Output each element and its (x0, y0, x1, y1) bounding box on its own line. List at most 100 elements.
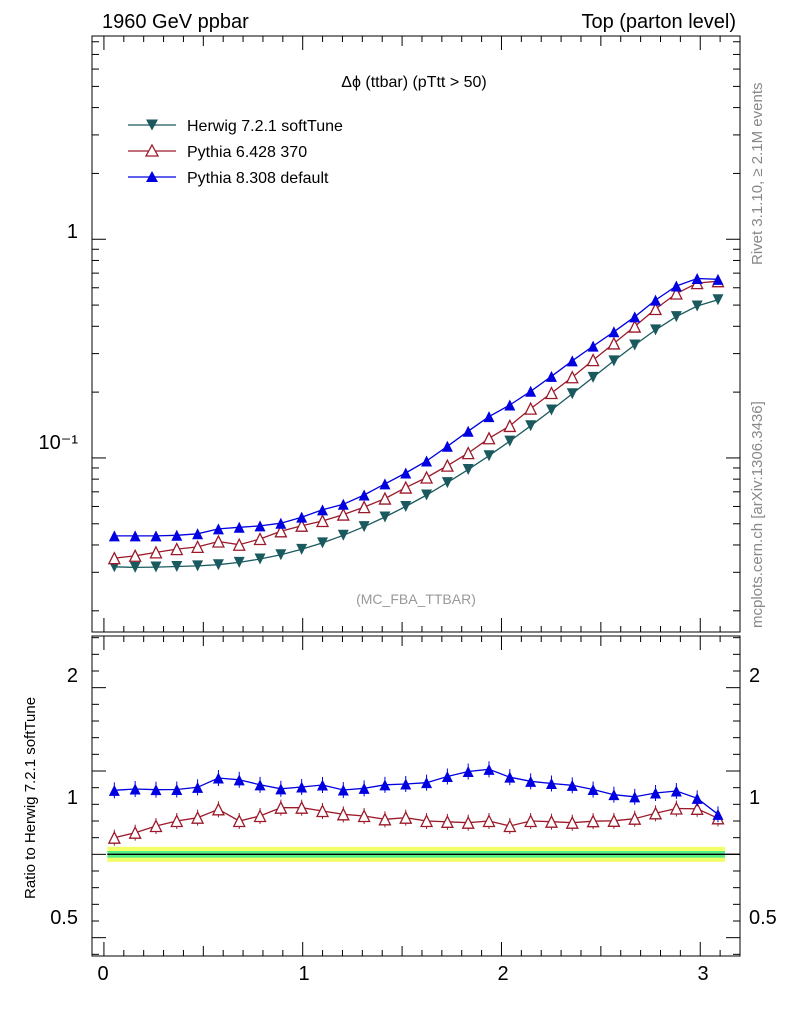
data-point-herwig (525, 420, 537, 432)
ratio-point-pythia6 (128, 825, 142, 839)
ratio-point-pythia6 (669, 801, 683, 815)
series-herwig (108, 294, 724, 573)
data-point-pythia8 (316, 504, 328, 516)
legend-entry-pythia8: Pythia 8.308 default (128, 170, 329, 187)
ratio-point-pythia8 (316, 779, 328, 791)
data-point-pythia6 (628, 319, 642, 333)
data-point-herwig (233, 556, 245, 568)
ratio-ylabel: Ratio to Herwig 7.2.1 softTune (22, 697, 39, 899)
ratio-point-pythia6 (482, 814, 496, 828)
data-point-herwig (150, 561, 162, 573)
data-point-herwig (691, 300, 703, 312)
data-point-pythia6 (586, 353, 600, 367)
data-point-pythia6 (503, 418, 517, 433)
data-point-herwig (670, 311, 682, 323)
data-point-herwig (608, 355, 620, 367)
ratio-point-pythia8 (525, 775, 537, 787)
data-point-pythia8 (587, 340, 599, 352)
ratio-point-pythia6 (149, 819, 163, 833)
data-point-pythia6 (336, 507, 350, 521)
ratio-point-pythia8 (400, 778, 412, 790)
data-point-pythia6 (253, 532, 267, 546)
ratio-point-pythia8 (171, 784, 183, 795)
ratio-point-pythia8 (254, 779, 266, 791)
data-point-herwig (441, 477, 453, 489)
ratio-point-pythia6 (336, 807, 350, 821)
data-point-pythia6 (648, 302, 663, 316)
ratio-ytick-label-1: 1 (67, 787, 78, 809)
legend: Herwig 7.2.1 softTune Pythia 6.428 370 P… (128, 118, 343, 187)
ratio-point-pythia6 (440, 814, 454, 828)
ratio-ytick-label-2: 2 (67, 665, 78, 687)
ratio-point-pythia6 (586, 814, 600, 828)
data-point-herwig (545, 404, 557, 416)
xtick-label-0: 0 (97, 963, 108, 985)
ratio-point-pythia8 (358, 782, 370, 794)
ratio-point-pythia6 (191, 810, 205, 824)
legend-label-pythia8: Pythia 8.308 default (187, 170, 329, 187)
ratio-point-pythia8 (337, 784, 349, 796)
data-point-pythia6 (107, 551, 121, 565)
ratio-panel: 2 1 0.5 2 1 0.5 Ratio to Herwig 7.2.1 so… (22, 635, 777, 985)
legend-entry-herwig: Herwig 7.2.1 softTune (128, 118, 343, 135)
ratio-point-pythia6 (565, 815, 579, 829)
data-point-pythia8 (337, 498, 349, 510)
ratio-point-pythia8 (192, 781, 204, 793)
ratio-point-pythia8 (379, 779, 391, 791)
data-point-herwig (275, 549, 287, 561)
data-point-pythia6 (544, 386, 559, 400)
ratio-point-pythia6 (295, 800, 309, 814)
data-point-pythia6 (461, 446, 475, 460)
data-point-pythia8 (108, 530, 120, 542)
data-point-pythia6 (399, 480, 413, 494)
legend-label-herwig: Herwig 7.2.1 softTune (187, 118, 343, 135)
plot-title: Δϕ (ttbar) (pTtt > 50) (341, 74, 486, 91)
data-point-pythia6 (669, 286, 683, 300)
rivet-version-label: Rivet 3.1.10, ≥ 2.1M events (749, 83, 766, 266)
series-line-herwig (114, 299, 719, 569)
data-point-pythia8 (441, 440, 453, 452)
data-point-herwig (192, 560, 204, 572)
data-point-pythia8 (171, 529, 183, 541)
data-point-herwig (712, 294, 724, 306)
data-point-herwig (566, 388, 578, 400)
mcplots-label: mcplots.cern.ch [arXiv:1306.3436] (749, 401, 766, 628)
data-point-pythia6 (232, 537, 246, 551)
data-point-herwig (400, 500, 412, 512)
ratio-point-pythia8 (462, 766, 474, 777)
ratio-point-pythia8 (608, 789, 620, 801)
ratio-point-pythia8 (108, 784, 120, 796)
ratio-point-pythia6 (503, 819, 517, 833)
data-point-pythia6 (295, 518, 309, 532)
data-point-herwig (171, 560, 183, 572)
analysis-tag: (MC_FBA_TTBAR) (356, 591, 476, 607)
data-point-pythia6 (149, 545, 163, 559)
legend-marker-pythia6 (144, 143, 160, 157)
data-point-pythia6 (274, 524, 288, 538)
data-point-pythia8 (629, 311, 641, 323)
data-point-pythia6 (420, 470, 434, 484)
data-point-herwig (650, 324, 662, 336)
data-point-herwig (587, 371, 599, 383)
xtick-label-1: 1 (298, 963, 309, 985)
legend-marker-pythia8 (146, 171, 158, 182)
data-point-pythia6 (482, 431, 496, 445)
data-point-pythia8 (275, 517, 287, 529)
ytick-label-0p1: 10⁻¹ (39, 432, 79, 454)
ratio-point-pythia8 (441, 771, 453, 782)
data-point-herwig (316, 537, 328, 549)
ratio-point-pythia8 (670, 785, 682, 797)
series-line-pythia8 (114, 277, 719, 537)
ratio-point-pythia8 (712, 808, 724, 820)
ytick-label-1: 1 (67, 221, 78, 243)
ratio-point-pythia8 (504, 771, 516, 783)
data-point-herwig (129, 561, 141, 573)
series-pythia8 (108, 273, 724, 542)
data-point-pythia8 (483, 411, 495, 423)
data-point-pythia6 (315, 514, 330, 528)
data-point-pythia8 (670, 280, 682, 292)
ratio-point-pythia6 (399, 810, 413, 824)
ratio-point-pythia6 (648, 806, 663, 820)
ratio-point-pythia8 (566, 779, 578, 791)
data-point-pythia8 (650, 294, 662, 306)
